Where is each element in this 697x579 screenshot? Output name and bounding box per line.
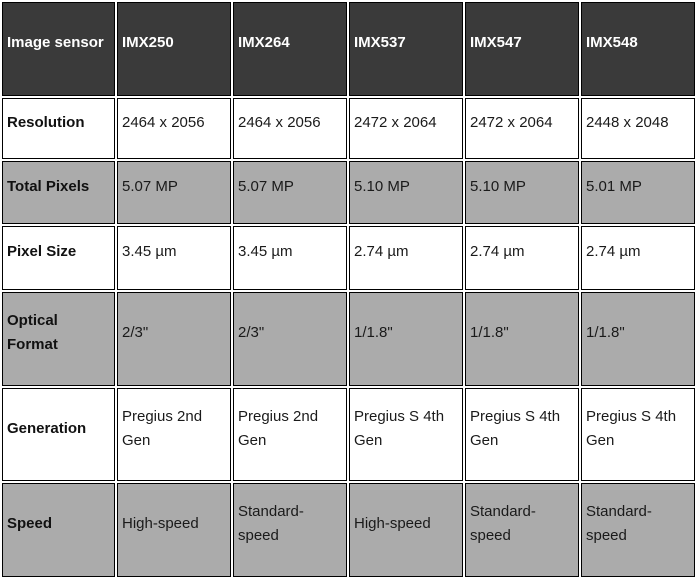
table-row-pixel-size: Pixel Size 3.45 µm 3.45 µm 2.74 µm 2.74 … [2, 226, 695, 290]
cell-resolution-imx537: 2472 x 2064 [349, 98, 463, 159]
cell-total-pixels-imx264: 5.07 MP [233, 161, 347, 224]
header-cell-imx548: IMX548 [581, 2, 695, 96]
cell-optical-format-imx548: 1/1.8" [581, 292, 695, 386]
header-cell-image-sensor: Image sensor [2, 2, 115, 96]
header-cell-imx547: IMX547 [465, 2, 579, 96]
table-row-optical-format: Optical Format 2/3" 2/3" 1/1.8" 1/1.8" 1… [2, 292, 695, 386]
cell-optical-format-imx537: 1/1.8" [349, 292, 463, 386]
table-row-generation: Generation Pregius 2nd Gen Pregius 2nd G… [2, 388, 695, 481]
cell-generation-imx537: Pregius S 4th Gen [349, 388, 463, 481]
cell-total-pixels-imx250: 5.07 MP [117, 161, 231, 224]
row-label-total-pixels: Total Pixels [2, 161, 115, 224]
cell-resolution-imx264: 2464 x 2056 [233, 98, 347, 159]
cell-total-pixels-imx537: 5.10 MP [349, 161, 463, 224]
cell-generation-imx547: Pregius S 4th Gen [465, 388, 579, 481]
cell-speed-imx537: High-speed [349, 483, 463, 577]
cell-pixel-size-imx250: 3.45 µm [117, 226, 231, 290]
header-cell-imx264: IMX264 [233, 2, 347, 96]
table-row-resolution: Resolution 2464 x 2056 2464 x 2056 2472 … [2, 98, 695, 159]
header-cell-imx250: IMX250 [117, 2, 231, 96]
cell-resolution-imx548: 2448 x 2048 [581, 98, 695, 159]
cell-optical-format-imx264: 2/3" [233, 292, 347, 386]
table-header-row: Image sensor IMX250 IMX264 IMX537 IMX547… [2, 2, 695, 96]
cell-generation-imx548: Pregius S 4th Gen [581, 388, 695, 481]
cell-speed-imx548: Standard-speed [581, 483, 695, 577]
cell-speed-imx547: Standard-speed [465, 483, 579, 577]
row-label-speed: Speed [2, 483, 115, 577]
cell-optical-format-imx250: 2/3" [117, 292, 231, 386]
cell-speed-imx250: High-speed [117, 483, 231, 577]
header-cell-imx537: IMX537 [349, 2, 463, 96]
cell-speed-imx264: Standard-speed [233, 483, 347, 577]
cell-resolution-imx547: 2472 x 2064 [465, 98, 579, 159]
cell-generation-imx250: Pregius 2nd Gen [117, 388, 231, 481]
table-row-speed: Speed High-speed Standard-speed High-spe… [2, 483, 695, 577]
row-label-generation: Generation [2, 388, 115, 481]
cell-generation-imx264: Pregius 2nd Gen [233, 388, 347, 481]
table-row-total-pixels: Total Pixels 5.07 MP 5.07 MP 5.10 MP 5.1… [2, 161, 695, 224]
row-label-optical-format: Optical Format [2, 292, 115, 386]
cell-total-pixels-imx548: 5.01 MP [581, 161, 695, 224]
cell-pixel-size-imx537: 2.74 µm [349, 226, 463, 290]
cell-optical-format-imx547: 1/1.8" [465, 292, 579, 386]
cell-pixel-size-imx547: 2.74 µm [465, 226, 579, 290]
cell-total-pixels-imx547: 5.10 MP [465, 161, 579, 224]
cell-pixel-size-imx264: 3.45 µm [233, 226, 347, 290]
cell-pixel-size-imx548: 2.74 µm [581, 226, 695, 290]
row-label-pixel-size: Pixel Size [2, 226, 115, 290]
cell-resolution-imx250: 2464 x 2056 [117, 98, 231, 159]
row-label-resolution: Resolution [2, 98, 115, 159]
